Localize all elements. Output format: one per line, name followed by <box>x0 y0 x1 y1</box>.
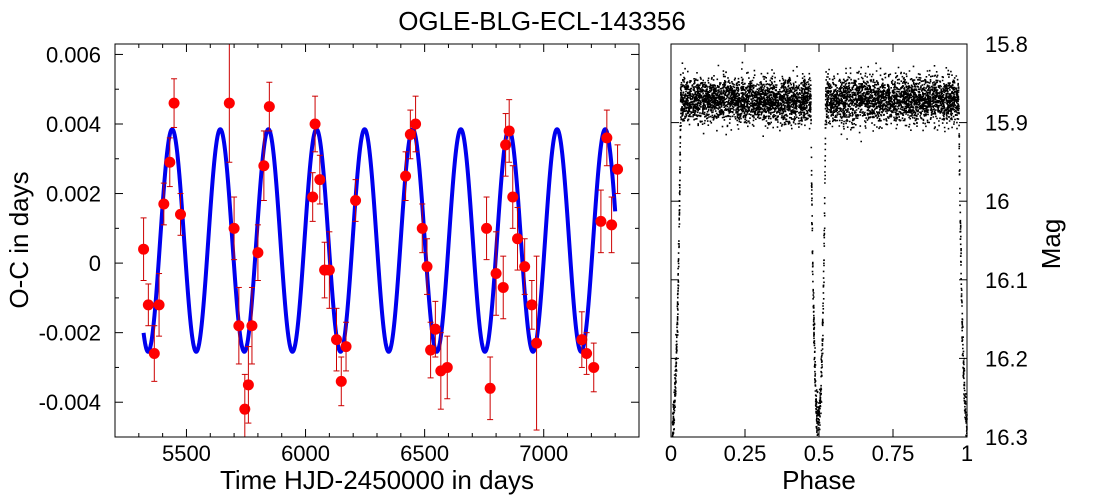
oc-data-point <box>503 125 515 137</box>
light-curve-y-axis-label: Mag <box>1036 219 1066 270</box>
oc-data-point <box>331 334 343 346</box>
mag-y-tick-label: 16.2 <box>985 346 1028 371</box>
oc-data-point <box>142 299 154 311</box>
mag-y-tick-label: 15.9 <box>985 111 1028 136</box>
oc-data-point <box>223 97 235 109</box>
oc-x-tick-label: 5500 <box>162 441 211 466</box>
phase-x-tick-label: 0.25 <box>724 441 767 466</box>
oc-data-point <box>158 198 170 210</box>
oc-data-point <box>148 348 160 360</box>
oc-data-point <box>490 268 502 280</box>
oc-data-point <box>588 361 600 373</box>
phase-x-tick-label: 0 <box>665 441 677 466</box>
oc-data-point <box>168 97 180 109</box>
oc-x-tick-label: 6000 <box>281 441 330 466</box>
oc-y-tick-label: 0.002 <box>46 182 101 207</box>
oc-data-point <box>421 261 433 273</box>
oc-data-point <box>314 174 326 186</box>
light-curve-panel: 0 0.25 0.5 0.75 1 15.8 15.9 16 16.1 16.2 16.3 Phas… <box>665 32 1066 495</box>
oc-data-point <box>242 379 254 391</box>
oc-y-axis-label: O-C in days <box>4 171 34 308</box>
oc-y-tick-label: 0 <box>89 251 101 276</box>
oc-data-point <box>601 132 613 144</box>
oc-data-point <box>481 222 493 234</box>
oc-data-point <box>138 243 150 255</box>
phase-x-tick-label: 1 <box>961 441 973 466</box>
oc-data-point <box>441 361 453 373</box>
oc-data-point <box>606 219 618 231</box>
phase-x-tick-label: 0.75 <box>872 441 915 466</box>
light-curve-points <box>671 61 968 437</box>
oc-x-axis-label: Time HJD-2450000 in days <box>220 465 534 495</box>
mag-y-tick-label: 16.3 <box>985 425 1028 450</box>
oc-diagram-panel: 5500 6000 6500 7000 -0.004 -0.002 0 0.002 0.004 0… <box>4 42 640 495</box>
mag-y-tick-label: 16 <box>985 189 1009 214</box>
oc-data-point <box>581 348 593 360</box>
oc-data-point <box>400 170 412 182</box>
oc-y-tick-label: -0.004 <box>39 390 101 415</box>
oc-x-tick-label: 7000 <box>519 441 568 466</box>
oc-y-tick-label: 0.006 <box>46 42 101 67</box>
oc-data-point <box>252 247 264 259</box>
oc-data-point <box>258 160 270 172</box>
oc-data-point <box>175 208 186 220</box>
oc-data-point <box>512 233 524 245</box>
oc-data-point <box>531 337 543 349</box>
oc-data-point <box>350 195 362 207</box>
oc-model-curve <box>141 127 618 354</box>
oc-data-point <box>233 320 245 332</box>
oc-data-point <box>404 128 416 140</box>
oc-x-tick-label: 6500 <box>400 441 449 466</box>
oc-data-point <box>228 222 240 234</box>
oc-data-point <box>612 163 624 175</box>
mag-y-tick-label: 16.1 <box>985 268 1028 293</box>
oc-data-point <box>484 382 496 394</box>
oc-data-point <box>323 264 335 276</box>
oc-data-point <box>507 191 519 203</box>
oc-data-point <box>153 299 165 311</box>
oc-data-point <box>500 139 512 151</box>
mag-y-tick-label: 15.8 <box>985 32 1028 57</box>
oc-data-point <box>497 281 509 293</box>
oc-y-tick-label: 0.004 <box>46 112 101 137</box>
oc-y-tick-label: -0.002 <box>39 321 101 346</box>
oc-data-point <box>416 222 428 234</box>
oc-data-point <box>576 334 588 346</box>
phase-x-tick-label: 0.5 <box>804 441 835 466</box>
oc-data-point <box>425 344 437 356</box>
figure-title: OGLE-BLG-ECL-143356 <box>398 6 686 36</box>
oc-data-point <box>164 156 176 168</box>
oc-data-point <box>595 215 607 227</box>
oc-data-point <box>307 191 319 203</box>
oc-data-point <box>519 261 531 273</box>
oc-data-point <box>526 299 538 311</box>
oc-data-point <box>429 323 441 335</box>
oc-data-point <box>263 101 275 113</box>
oc-data-point <box>410 118 422 130</box>
oc-data-point <box>335 375 347 387</box>
oc-data-point <box>239 403 251 415</box>
oc-data-point <box>309 118 321 130</box>
oc-data-point <box>246 320 258 332</box>
light-curve-x-axis-label: Phase <box>782 465 856 495</box>
oc-data-point <box>340 341 352 353</box>
